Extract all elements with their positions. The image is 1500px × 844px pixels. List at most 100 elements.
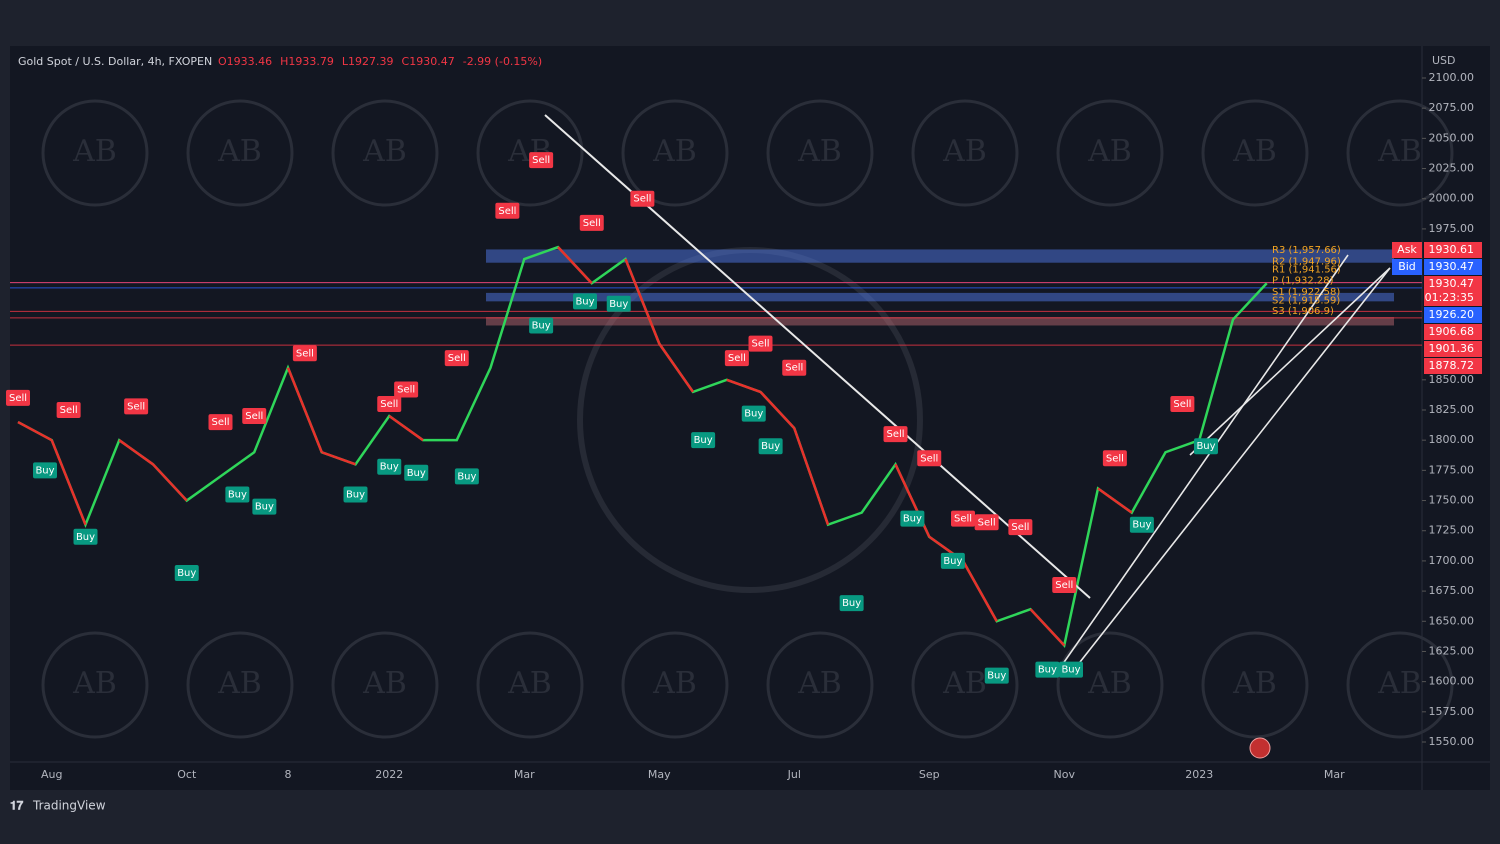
price-tag-text: 1930.47	[1429, 260, 1475, 273]
signal-badge	[741, 405, 766, 422]
signal-label: Buy	[1196, 441, 1215, 452]
signal-label: Sell	[920, 453, 938, 464]
watermark-ring	[331, 631, 439, 739]
trend-line	[1079, 267, 1391, 663]
y-tick-label: 1800.00	[1429, 433, 1475, 446]
signal-badge	[951, 510, 975, 527]
watermark-ring	[1201, 99, 1309, 207]
signal-label: Buy	[407, 468, 426, 479]
signal-label: Buy	[228, 490, 247, 501]
price-zone	[486, 249, 1394, 263]
y-tick-label: 2100.00	[1429, 71, 1475, 84]
pivot-label: R2 (1,947.96)	[1272, 257, 1341, 268]
watermark-text: AB	[797, 134, 842, 169]
x-tick-label: Jul	[787, 768, 801, 781]
price-tag-label-bg	[1392, 259, 1422, 275]
x-tick-label: 2022	[375, 768, 403, 781]
price-tag-text: 1930.61	[1429, 243, 1475, 256]
watermark-ring	[911, 99, 1019, 207]
overlay: Sell Sell Sell Sell Sell Sell Sell Sell Sell Sell…	[6, 152, 1482, 684]
down-segment	[17, 420, 53, 442]
signal-badge	[529, 317, 554, 334]
down-segment	[1029, 608, 1066, 647]
signal-badge	[883, 426, 908, 443]
price-tag	[1424, 307, 1482, 323]
down-segment	[321, 451, 356, 466]
signal-label: Buy	[694, 435, 713, 446]
signal-label: Sell	[1173, 399, 1191, 410]
y-tick-label: 1625.00	[1429, 644, 1475, 657]
signal-badge	[1194, 438, 1218, 455]
signal-label: Sell	[1011, 522, 1029, 533]
signal-label: Sell	[1106, 453, 1124, 464]
signal-label: Buy	[744, 409, 763, 420]
watermark-text: AB	[1232, 666, 1277, 701]
watermark-text: AB	[217, 666, 262, 701]
y-axis-label: USD	[1432, 54, 1456, 67]
signal-label: Sell	[498, 206, 516, 217]
y-tick-label: 1850.00	[1429, 373, 1475, 386]
ohlc-value: H1933.79	[280, 55, 334, 68]
y-tick-label: 1825.00	[1429, 403, 1475, 416]
signal-badge	[404, 464, 429, 481]
signal-badge	[839, 595, 864, 612]
y-tick-label: 2025.00	[1429, 162, 1475, 175]
price-tag-label: Ask	[1397, 243, 1417, 256]
signal-badge	[724, 350, 749, 367]
brand: TradingView	[32, 799, 106, 813]
signal-badge	[124, 398, 149, 415]
signal-label: Buy	[842, 598, 861, 609]
signal-label: Buy	[76, 532, 95, 543]
signal-label: Buy	[1061, 665, 1080, 676]
signal-badge	[782, 359, 807, 376]
signal-badge	[630, 190, 655, 207]
price-tag	[1424, 324, 1482, 340]
pivot-label: R1 (1,941.56)	[1272, 264, 1341, 275]
price-tag	[1424, 276, 1482, 306]
signal-label: Sell	[211, 417, 229, 428]
signal-label: Buy	[987, 671, 1006, 682]
signal-label: Buy	[380, 462, 399, 473]
watermark-text: AB	[652, 666, 697, 701]
y-tick-label: 2075.00	[1429, 101, 1475, 114]
down-segment	[658, 342, 695, 393]
ohlc-value: L1927.39	[342, 55, 394, 68]
signal-label: Buy	[255, 502, 274, 513]
signal-label: Sell	[1055, 580, 1073, 591]
countdown: 01:23:35	[1425, 291, 1474, 304]
down-segment	[961, 560, 998, 622]
signal-badge	[208, 414, 233, 431]
trend-line	[1189, 267, 1391, 456]
watermark-ring	[41, 99, 149, 207]
signal-badge	[606, 295, 631, 312]
signal-badge	[529, 152, 554, 169]
watermark-text: AB	[1377, 134, 1422, 169]
x-tick-label: Mar	[514, 768, 535, 781]
symbol-title: Gold Spot / U.S. Dollar, 4h, FXOPEN	[18, 55, 212, 68]
change-value: -2.99 (-0.15%)	[463, 55, 542, 68]
signal-label: Buy	[1132, 520, 1151, 531]
price-zone	[486, 317, 1394, 326]
signal-badge	[940, 552, 965, 569]
signal-badge	[917, 450, 942, 467]
signal-badge	[974, 514, 999, 531]
pivot-label: S3 (1,906.9)	[1272, 306, 1334, 317]
down-segment	[624, 258, 661, 345]
watermark-text: AB	[942, 134, 987, 169]
watermark-ring	[476, 99, 584, 207]
flag-icon[interactable]	[1249, 737, 1271, 759]
price-tag-text: 1930.47	[1429, 277, 1475, 290]
watermark-text: AB	[652, 134, 697, 169]
price-tag-text: 1926.20	[1429, 308, 1475, 321]
signal-badge	[1052, 577, 1077, 594]
pivot-label: S1 (1,922.58)	[1272, 287, 1340, 298]
signal-badge	[292, 345, 317, 362]
signal-badge	[691, 432, 716, 449]
watermark-ring	[911, 631, 1019, 739]
watermark-ring	[1201, 631, 1309, 739]
down-segment	[118, 439, 154, 466]
signal-badge	[73, 528, 98, 545]
signal-label: Sell	[978, 517, 996, 528]
down-segment	[50, 439, 87, 526]
signal-label: Sell	[380, 399, 398, 410]
